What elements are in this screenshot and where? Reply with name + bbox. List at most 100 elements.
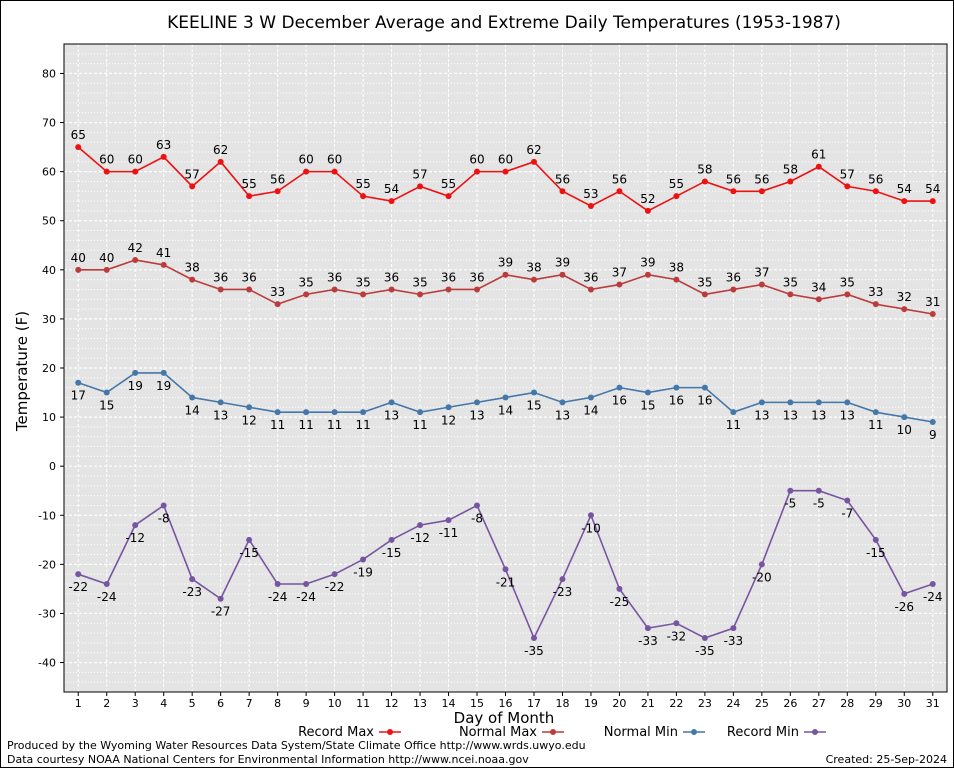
x-tick-label: 17 (527, 697, 541, 710)
data-point (758, 399, 765, 406)
data-point (132, 369, 139, 376)
x-tick-label: 5 (189, 697, 196, 710)
data-point (872, 409, 879, 416)
x-tick-label: 7 (246, 697, 253, 710)
data-label: -35 (695, 644, 715, 658)
data-label: 15 (526, 399, 541, 413)
y-tick-label: 30 (42, 313, 56, 326)
data-label: 36 (384, 270, 399, 284)
data-point (417, 409, 424, 416)
data-point (587, 394, 594, 401)
x-tick-label: 26 (783, 697, 797, 710)
data-point (502, 168, 509, 175)
data-point (246, 286, 253, 293)
x-tick-label: 12 (385, 697, 399, 710)
data-label: 13 (783, 408, 798, 422)
data-label: -10 (581, 521, 601, 535)
data-point (160, 369, 167, 376)
data-label: 36 (213, 270, 228, 284)
data-point (872, 536, 879, 543)
data-label: 19 (156, 379, 171, 393)
data-label: 34 (811, 280, 826, 294)
data-label: 11 (412, 418, 427, 432)
data-label: 60 (298, 153, 313, 167)
data-point (901, 198, 908, 205)
data-point (274, 581, 281, 587)
x-tick-label: 8 (274, 697, 281, 710)
legend-label: Normal Min (604, 725, 678, 740)
data-point (901, 590, 908, 597)
x-tick-label: 13 (413, 697, 427, 710)
footer-courtesy: Data courtesy NOAA National Centers for … (7, 753, 529, 766)
data-label: 52 (640, 192, 655, 206)
data-point (815, 163, 822, 170)
data-label: 11 (327, 418, 342, 432)
data-point (587, 512, 594, 519)
data-point (103, 389, 110, 396)
x-tick-label: 18 (555, 697, 569, 710)
data-label: 38 (669, 261, 684, 275)
data-label: 35 (355, 275, 370, 289)
y-axis-label: Temperature (F) (13, 311, 31, 432)
data-point (616, 585, 623, 592)
data-label: 35 (697, 275, 712, 289)
data-point (644, 389, 651, 396)
data-point (160, 153, 167, 160)
x-tick-label: 30 (897, 697, 911, 710)
series-record-max: 65 60 60 63 57 62 55 56 60 60 55 54 57 55 60 60 62 56 53 56… (71, 128, 940, 214)
legend-label: Record Max (298, 725, 374, 740)
data-point (360, 409, 367, 416)
data-label: 39 (555, 256, 570, 270)
data-label: 56 (612, 172, 627, 186)
data-point (929, 419, 936, 425)
data-point (160, 502, 167, 509)
data-point (303, 168, 310, 175)
y-tick-label: -40 (38, 657, 56, 670)
data-point (929, 581, 936, 587)
data-point (673, 620, 680, 627)
series-record-min: -22 -24 -12 -8 -23 -27 -15 -24 -24 -22 -19 -15 -12 -1… (68, 487, 943, 658)
data-label: 60 (327, 153, 342, 167)
data-point (445, 517, 452, 524)
data-point (303, 409, 310, 416)
data-label: 56 (555, 172, 570, 186)
data-point (103, 168, 110, 175)
x-tick-label: 22 (669, 697, 683, 710)
data-point (75, 266, 82, 273)
data-label: -24 (296, 590, 316, 604)
data-label: 13 (840, 408, 855, 422)
data-point (815, 296, 822, 303)
data-label: 14 (498, 403, 513, 417)
data-label: 15 (99, 399, 114, 413)
x-tick-label: 16 (499, 697, 513, 710)
data-label: 9 (929, 428, 937, 442)
data-point (417, 522, 424, 529)
data-point (758, 561, 765, 568)
data-label: 57 (840, 167, 855, 181)
data-label: 56 (754, 172, 769, 186)
x-tick-label: 11 (356, 697, 370, 710)
data-label: -15 (239, 546, 259, 560)
data-label: 33 (868, 285, 883, 299)
data-point (673, 193, 680, 200)
x-tick-label: 19 (584, 697, 598, 710)
data-label: 55 (669, 177, 684, 191)
data-label: 13 (213, 408, 228, 422)
data-label: 36 (469, 270, 484, 284)
x-tick-label: 31 (926, 697, 940, 710)
x-tick-label: 6 (217, 697, 224, 710)
data-label: 11 (298, 418, 313, 432)
data-point (388, 286, 395, 293)
data-point (815, 399, 822, 406)
data-label: -23 (553, 585, 573, 599)
data-point (502, 271, 509, 278)
data-label: 10 (897, 423, 912, 437)
data-label: 54 (925, 182, 940, 196)
data-point (474, 399, 481, 406)
data-point (530, 635, 537, 641)
data-label: -5 (784, 497, 796, 511)
data-point (530, 276, 537, 283)
data-label: 16 (612, 394, 627, 408)
data-point (160, 261, 167, 268)
